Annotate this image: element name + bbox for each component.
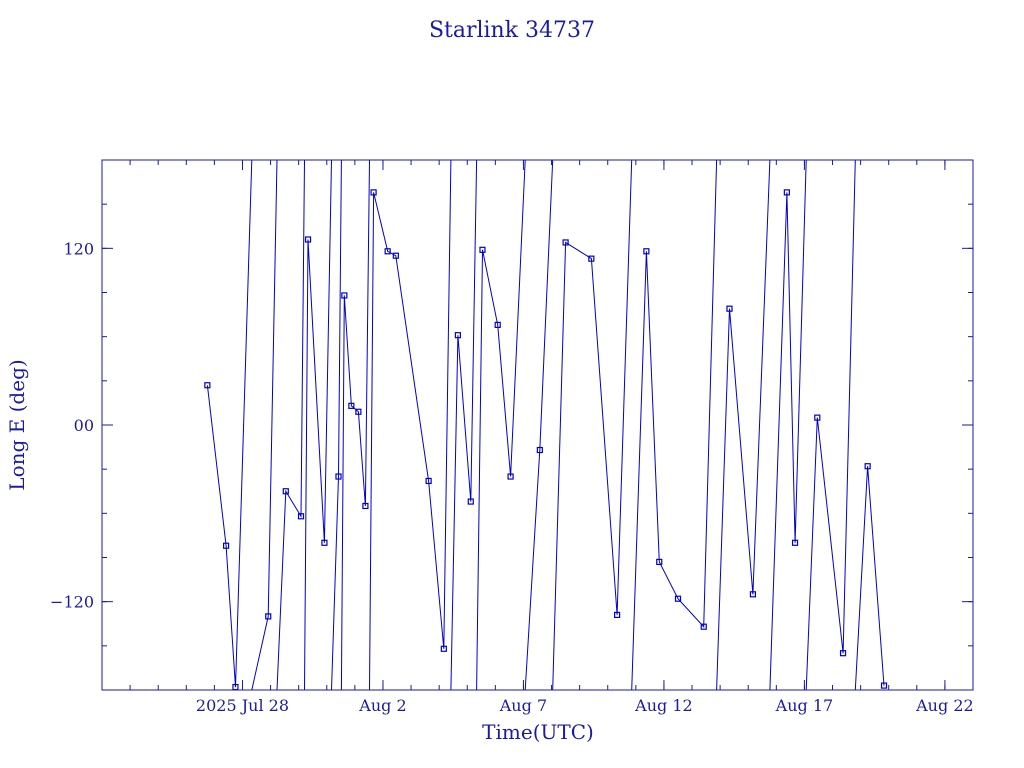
data-point — [864, 463, 871, 470]
series-line — [206, 160, 885, 690]
data-point — [304, 236, 312, 243]
data-point — [726, 305, 733, 312]
plot-frame — [101, 159, 974, 691]
data-point — [341, 292, 348, 299]
data-point — [370, 189, 377, 196]
data-point — [588, 255, 595, 262]
data-point — [467, 498, 474, 505]
data-point — [674, 595, 682, 602]
x-tick-label: Aug 12 — [634, 696, 693, 715]
x-tick-label: 2025 Jul 28 — [196, 696, 289, 715]
data-point — [814, 414, 821, 421]
y-tick-label: −120 — [50, 593, 94, 612]
x-axis-label: Time(UTC) — [482, 720, 594, 744]
data-point — [614, 611, 621, 619]
data-point — [335, 473, 342, 480]
y-tick-label: 120 — [63, 239, 94, 258]
data-point — [749, 591, 757, 598]
data-point — [454, 332, 461, 339]
axis-ticks — [101, 159, 974, 691]
data-point — [348, 402, 355, 409]
data-point — [384, 248, 391, 255]
data-point — [783, 189, 790, 196]
y-tick-label: 00 — [74, 416, 94, 435]
x-tick-label: Aug 22 — [915, 696, 974, 715]
x-tick-label: Aug 17 — [775, 696, 834, 715]
data-markers — [204, 189, 888, 690]
data-point — [643, 248, 650, 255]
data-point — [362, 502, 369, 510]
data-point — [440, 645, 447, 652]
data-point — [880, 682, 888, 689]
data-point — [392, 252, 399, 259]
data-point — [204, 382, 211, 389]
data-point — [839, 650, 847, 657]
data-point — [494, 321, 501, 328]
data-point — [355, 408, 362, 415]
x-tick-label: Aug 2 — [358, 696, 406, 715]
y-axis-label: Long E (deg) — [5, 359, 29, 490]
data-point — [321, 539, 328, 546]
data-point — [791, 539, 799, 546]
data-point — [297, 513, 305, 520]
data-point — [507, 473, 514, 480]
data-point — [222, 542, 230, 549]
data-point — [265, 613, 272, 620]
data-point — [282, 488, 289, 495]
axis-tick-labels: 2025 Jul 28 Aug 2 Aug 7 Aug 12 Aug 17 Aug 22 −… — [50, 239, 974, 715]
data-point — [700, 623, 707, 630]
x-tick-label: Aug 7 — [499, 696, 547, 715]
data-point — [656, 558, 663, 566]
data-point — [562, 239, 569, 246]
data-point — [425, 477, 432, 485]
data-point — [536, 446, 543, 454]
chart-title: Starlink 34737 — [429, 18, 595, 43]
data-point — [479, 246, 486, 253]
